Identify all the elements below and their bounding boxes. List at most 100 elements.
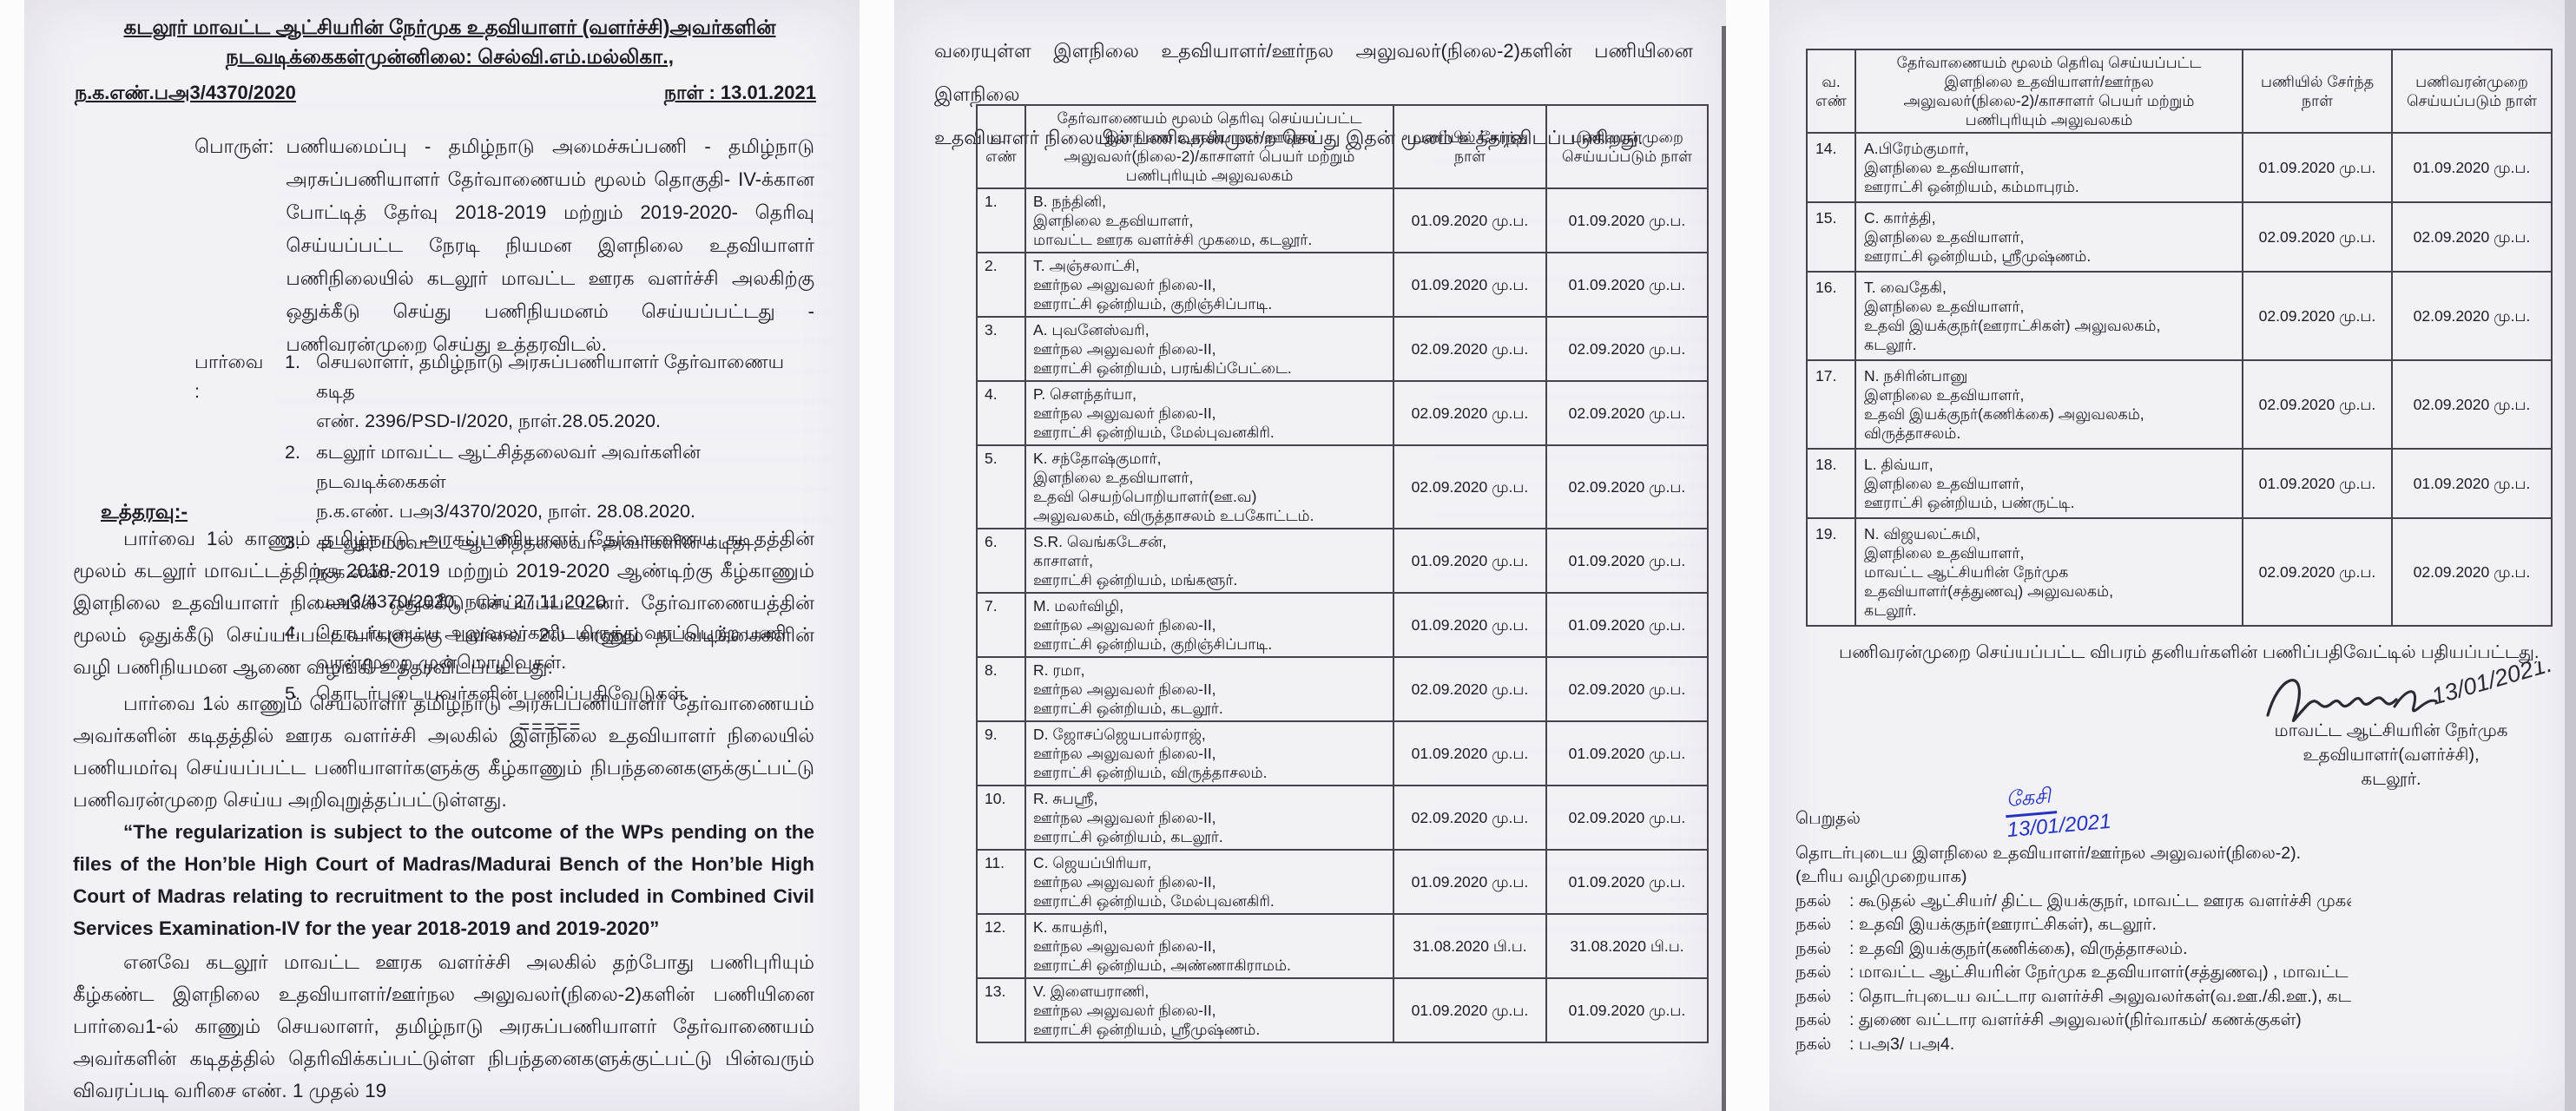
document-page-2: வரையுள்ள இளநிலை உதவியாளர்/ஊர்நல அலுவலர்(… — [894, 0, 1726, 1111]
distribution-recipient: தொடர்புடைய இளநிலை உதவியாளர்/ஊர்நல அலுவலர… — [1795, 843, 2302, 863]
employee-name-office: C. கார்த்தி, இளநிலை உதவியாளர், ஊராட்சி ஒ… — [1855, 201, 2243, 273]
copy-line: நகல் : உதவி இயக்குநர்(கணிக்கை), விருத்தா… — [1795, 937, 2351, 962]
date-joined: 02.09.2020 மு.ப. — [1393, 380, 1547, 446]
employee-name-office: S.R. வெங்கடேசன், காசாளர், ஊராட்சி ஒன்றிய… — [1024, 528, 1394, 594]
date-joined: 01.09.2020 மு.ப. — [1393, 187, 1547, 253]
table-row: 17. N. நசிரின்பானு இளநிலை உதவியாளர், உதவ… — [1806, 359, 2553, 450]
header-serial-number: வ. எண் — [1806, 49, 1856, 134]
reference-item-text: தொடர்புடையவர்களின் பணிப்பதிவேடுகள். — [316, 683, 690, 704]
signature-block: மாவட்ட ஆட்சியரின் நேர்முக உதவியாளர்(வளர்… — [2245, 719, 2537, 792]
reference-item: 3. கடலூர் மாவட்ட ஆட்சித்தலைவர் அவர்களின்… — [285, 528, 816, 616]
order-paragraph-3: எனவே கடலூர் மாவட்ட ஊரக வளர்ச்சி அலகில் த… — [73, 951, 814, 1101]
copy-label: நகல் — [1795, 915, 1832, 934]
title-line-2: நடவடிக்கைகள்முன்னிலை: செல்வி.எம்.மல்லிகா… — [226, 45, 674, 68]
order-paragraph-2: பார்வை 1ல் காணும் செயலாளர் தமிழ்நாடு அரச… — [73, 693, 814, 811]
signature-scrawl: 13/01/2021. — [2266, 661, 2555, 723]
date-regularized: 01.09.2020 மு.ப. — [1545, 187, 1709, 253]
date-joined: 02.09.2020 மு.ப. — [1393, 316, 1547, 382]
date-joined: 01.09.2020 மு.ப. — [2242, 448, 2393, 519]
reference-item: 2. கடலூர் மாவட்ட ஆட்சித்தலைவர் அவர்களின்… — [285, 437, 816, 526]
table-row: 2. T. அஞ்சலாட்சி, ஊர்நல அலுவலர் நிலை-II,… — [976, 252, 1709, 318]
employee-name-office: N. நசிரின்பானு இளநிலை உதவியாளர், உதவி இய… — [1855, 359, 2243, 450]
document-title: கடலூர் மாவட்ட ஆட்சியரின் நேர்முக உதவியாள… — [76, 12, 823, 71]
copy-label: நகல் — [1795, 1034, 1832, 1054]
date-regularized: 31.08.2020 பி.ப. — [1545, 913, 1709, 979]
date-regularized: 02.09.2020 மு.ப. — [1545, 444, 1709, 529]
table-row: 16. T. வைதேகி, இளநிலை உதவியாளர், உதவி இய… — [1806, 271, 2553, 361]
reference-item: 4. தொடர்புடைய அலுவலர்களிடமிருந்து வரப்பெ… — [285, 618, 816, 677]
serial-number: 17. — [1806, 359, 1856, 450]
table-row: 11. C. ஜெயப்பிரியா, ஊர்நல அலுவலர் நிலை-I… — [976, 849, 1709, 915]
header-date-regularized: பணிவரன்முறை செய்யப்படும் நாள் — [1545, 104, 1709, 189]
date-regularized: 02.09.2020 மு.ப. — [2391, 359, 2553, 450]
date-joined: 01.09.2020 மு.ப. — [1393, 849, 1547, 915]
subject-label: பொருள்: — [194, 135, 274, 157]
signature-handwritten-date: 13/01/2021. — [2428, 661, 2554, 710]
date-joined: 01.09.2020 மு.ப. — [1393, 592, 1547, 658]
table-row: 13. V. இளையராணி, ஊர்நல அலுவலர் நிலை-II, … — [976, 977, 1709, 1043]
date-regularized: 02.09.2020 மு.ப. — [1545, 785, 1709, 851]
copy-line: நகல் : மாவட்ட ஆட்சியரின் நேர்முக உதவியாள… — [1795, 961, 2351, 985]
distribution-via: (உரிய வழிமுறையாக) — [1795, 867, 1967, 886]
table-row: 6. S.R. வெங்கடேசன், காசாளர், ஊராட்சி ஒன்… — [976, 528, 1709, 594]
document-page-1: கடலூர் மாவட்ட ஆட்சியரின் நேர்முக உதவியாள… — [24, 0, 860, 1111]
copy-line: நகல் : உதவி இயக்குநர்(ஊராட்சிகள்), கடலூர… — [1795, 913, 2351, 937]
serial-number: 15. — [1806, 201, 1856, 273]
date-regularized: 01.09.2020 மு.ப. — [2391, 448, 2553, 519]
regularization-table-rows-14-19: வ. எண் தேர்வாணையம் மூலம் தெரிவு செய்யப்ப… — [1806, 49, 2553, 627]
copy-text: : உதவி இயக்குநர்(கணிக்கை), விருத்தாசலம். — [1849, 938, 2188, 958]
table-row: 15. C. கார்த்தி, இளநிலை உதவியாளர், ஊராட்… — [1806, 201, 2553, 273]
reference-item-text: செயலாளர், தமிழ்நாடு அரசுப்பணியாளர் தேர்வ… — [316, 352, 785, 431]
table-row: 3. A. புவனேஸ்வரி, ஊர்நல அலுவலர் நிலை-II,… — [976, 316, 1709, 382]
employee-name-office: C. ஜெயப்பிரியா, ஊர்நல அலுவலர் நிலை-II, ஊ… — [1024, 849, 1394, 915]
serial-number: 14. — [1806, 132, 1856, 203]
subject-block: பொருள்: பணியமைப்பு - தமிழ்நாடு அமைச்சுப்… — [194, 130, 814, 361]
table-row: 4. P. சௌந்தர்யா, ஊர்நல அலுவலர் நிலை-II, … — [976, 380, 1709, 446]
header-date-joined: பணியில் சேர்ந்த நாள் — [2242, 49, 2393, 134]
date-joined: 02.09.2020 மு.ப. — [2242, 359, 2393, 450]
distribution-block: பெறுதல் தொடர்புடைய இளநிலை உதவியாளர்/ஊர்ந… — [1795, 807, 2351, 1056]
serial-number: 8. — [976, 656, 1026, 722]
header-name-office: தேர்வாணையம் மூலம் தெரிவு செய்யப்பட்ட இளந… — [1024, 104, 1394, 189]
copy-label: நகல் — [1795, 891, 1832, 910]
date-joined: 02.09.2020 மு.ப. — [1393, 656, 1547, 722]
serial-number: 12. — [976, 913, 1026, 979]
copy-text: : மாவட்ட ஆட்சியரின் நேர்முக உதவியாளர்(சத… — [1849, 963, 2351, 982]
reference-item: 5. தொடர்புடையவர்களின் பணிப்பதிவேடுகள். — [285, 679, 816, 708]
table-row: 18. L. திவ்யா, இளநிலை உதவியாளர், ஊராட்சி… — [1806, 448, 2553, 519]
header-date-joined: பணியில் சேர்ந்த நாள் — [1393, 104, 1547, 189]
header-serial-number: வ. எண் — [976, 104, 1026, 189]
separator-line: ===== — [518, 716, 583, 737]
serial-number: 9. — [976, 720, 1026, 786]
copy-text: : தொடர்புடைய வட்டார வளர்ச்சி அலுவலர்கள்(… — [1849, 986, 2351, 1006]
reference-item-number: 2. — [285, 442, 300, 463]
date-joined: 02.09.2020 மு.ப. — [2242, 201, 2393, 273]
date-regularized: 02.09.2020 மு.ப. — [2391, 201, 2553, 273]
copy-line: நகல் : துணை வட்டார வளர்ச்சி அலுவலர்(நிர்… — [1795, 1009, 2351, 1033]
serial-number: 2. — [976, 252, 1026, 318]
date-joined: 02.09.2020 மு.ப. — [2242, 517, 2393, 627]
serial-number: 18. — [1806, 448, 1856, 519]
copy-label: நகல் — [1795, 963, 1832, 982]
reference-item-number: 4. — [285, 622, 300, 643]
serial-number: 16. — [1806, 271, 1856, 361]
reference-item: 1. செயலாளர், தமிழ்நாடு அரசுப்பணியாளர் தே… — [285, 347, 816, 436]
title-line-1: கடலூர் மாவட்ட ஆட்சியரின் நேர்முக உதவியாள… — [123, 16, 776, 38]
signatory-designation-line2: உதவியாளர்(வளர்ச்சி), — [2303, 746, 2480, 765]
employee-name-office: A. புவனேஸ்வரி, ஊர்நல அலுவலர் நிலை-II, ஊர… — [1024, 316, 1394, 382]
employee-name-office: V. இளையராணி, ஊர்நல அலுவலர் நிலை-II, ஊராட… — [1024, 977, 1394, 1043]
table-header-row: வ. எண் தேர்வாணையம் மூலம் தெரிவு செய்யப்ப… — [1806, 49, 2553, 134]
distribution-heading: பெறுதல் — [1795, 809, 1861, 828]
document-date: நாள் : 13.01.2021 — [663, 82, 816, 103]
signatory-place: கடலூர். — [2361, 770, 2421, 789]
table-row: 10. R. சுபஸ்ரீ, ஊர்நல அலுவலர் நிலை-II, ஊ… — [976, 785, 1709, 851]
employee-name-office: L. திவ்யா, இளநிலை உதவியாளர், ஊராட்சி ஒன்… — [1855, 448, 2243, 519]
header-name-office: தேர்வாணையம் மூலம் தெரிவு செய்யப்பட்ட இளந… — [1855, 49, 2243, 134]
reference-item-text: தொடர்புடைய அலுவலர்களிடமிருந்து வரப்பெற்ற… — [316, 622, 787, 673]
employee-name-office: N. விஜயலட்சுமி, இளநிலை உதவியாளர், மாவட்ட… — [1855, 517, 2243, 627]
date-regularized: 02.09.2020 மு.ப. — [1545, 316, 1709, 382]
date-regularized: 02.09.2020 மு.ப. — [1545, 380, 1709, 446]
regularization-table-rows-1-13: வ. எண் தேர்வாணையம் மூலம் தெரிவு செய்யப்ப… — [976, 104, 1709, 1043]
employee-name-office: B. நந்தினி, இளநிலை உதவியாளர், மாவட்ட ஊரக… — [1024, 187, 1394, 253]
copy-label: நகல் — [1795, 938, 1832, 958]
